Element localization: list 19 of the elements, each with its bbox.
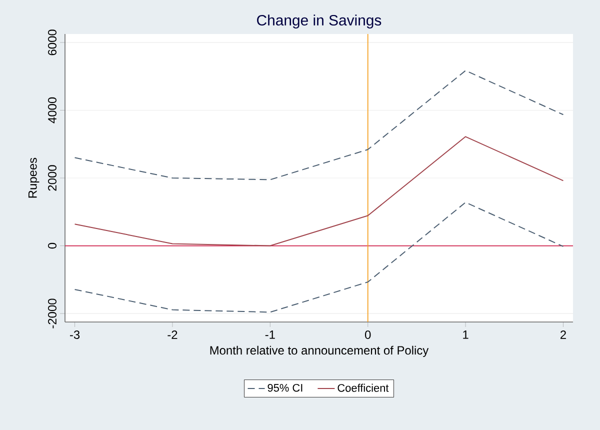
line-series [74, 136, 564, 246]
line-series [74, 202, 564, 313]
y-axis-title: Rupees [28, 158, 40, 198]
x-axis-title: Month relative to announcement of Policy [210, 346, 429, 357]
x-tick-label: 0 [364, 330, 371, 339]
x-tick-label: -1 [265, 330, 275, 339]
chart-title: Change in Savings [257, 14, 382, 28]
y-tick-label: -2000 [48, 298, 56, 328]
legend-label: Coefficient [338, 384, 389, 392]
y-tick-label: 4000 [48, 97, 56, 124]
y-tick-label: 2000 [48, 165, 56, 191]
x-tick-label: 1 [463, 330, 468, 339]
y-tick-label: 0 [48, 242, 56, 249]
x-tick-label: 2 [560, 330, 566, 339]
line-series [74, 70, 564, 180]
y-tick-label: 6000 [48, 30, 56, 56]
x-tick-label: -3 [70, 330, 80, 339]
legend-label: 95% CI [268, 384, 302, 392]
x-tick-label: -2 [168, 330, 178, 339]
